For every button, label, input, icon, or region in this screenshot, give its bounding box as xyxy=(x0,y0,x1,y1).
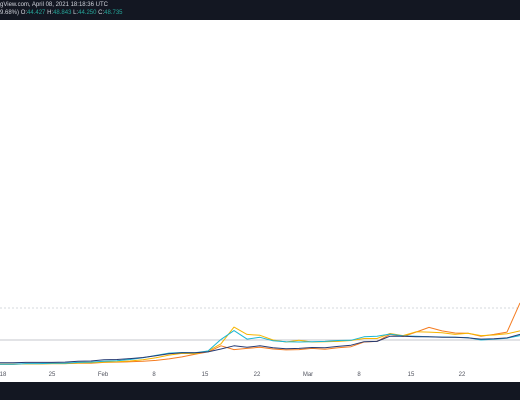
line-chart[interactable] xyxy=(0,20,520,370)
series-line-4 xyxy=(0,333,520,364)
series-layer xyxy=(0,302,520,365)
close-label: C: xyxy=(98,10,105,16)
chart-header: gView.com, April 08, 2021 18:18:36 UTC 9… xyxy=(0,0,520,20)
x-tick-label: 15 xyxy=(201,372,209,378)
x-tick-label: 22 xyxy=(458,372,466,378)
change-percent: 9.68%) xyxy=(0,10,20,16)
x-tick-label: 18 xyxy=(0,372,7,378)
low-value: 44.250 xyxy=(78,10,97,16)
chart-area[interactable] xyxy=(0,20,520,370)
series-line-1 xyxy=(0,302,520,365)
chart-footer xyxy=(0,382,520,400)
x-tick-label: Mar xyxy=(302,372,314,378)
ohlc-readout: 9.68%) O:44.427 H:48.843 L:44.250 C:48.7… xyxy=(0,10,123,18)
snapshot-info: gView.com, April 08, 2021 18:18:36 UTC xyxy=(0,2,108,8)
x-axis: 18 25 Feb 8 15 22 Mar 8 15 22 xyxy=(0,370,520,382)
x-tick-label: Feb xyxy=(97,372,109,378)
x-tick-label: 22 xyxy=(253,372,261,378)
close-value: 48.735 xyxy=(104,10,123,16)
high-label: H: xyxy=(47,10,54,16)
series-line-2 xyxy=(0,326,520,365)
x-tick-label: 25 xyxy=(48,372,56,378)
x-tick-label: 8 xyxy=(152,372,156,378)
x-tick-label: 15 xyxy=(407,372,415,378)
open-value: 44.427 xyxy=(27,10,46,16)
x-tick-label: 8 xyxy=(357,372,361,378)
open-label: O: xyxy=(20,10,28,16)
high-value: 48.843 xyxy=(53,10,72,16)
low-label: L: xyxy=(73,10,79,16)
